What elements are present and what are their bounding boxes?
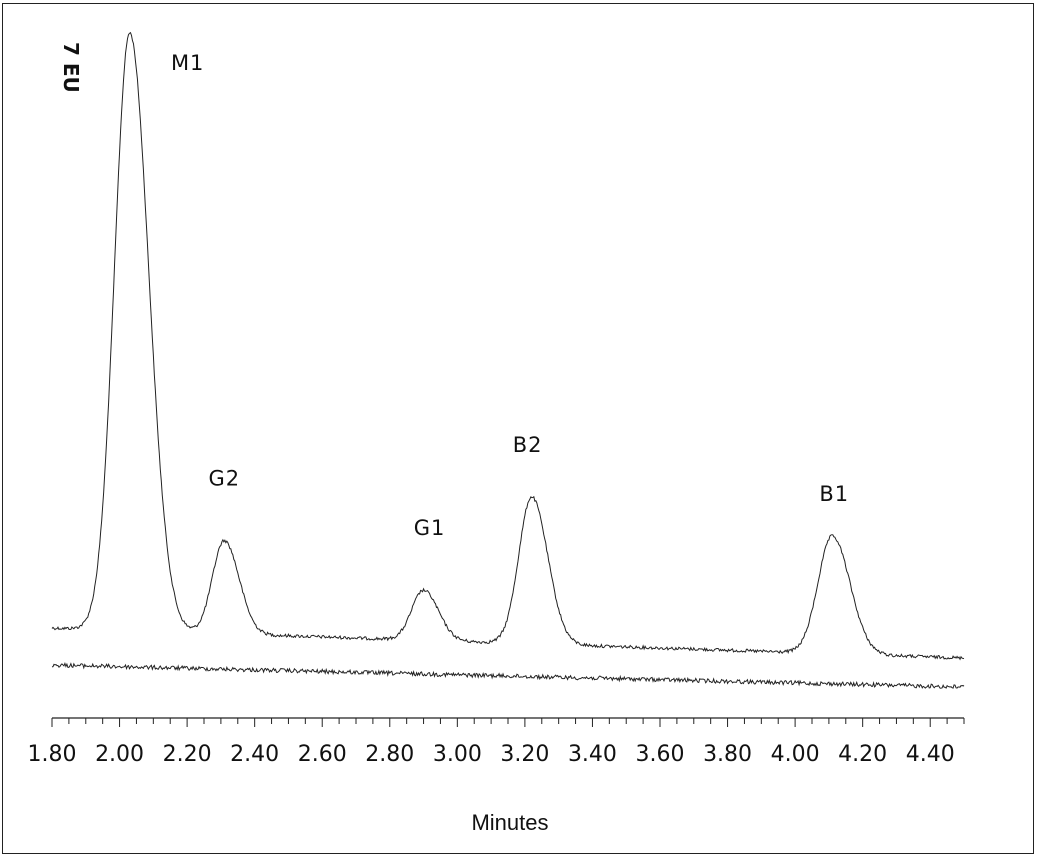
x-tick-label: 3.20 (500, 742, 549, 767)
series-line-sample (51, 31, 965, 661)
peak-label-g1: G1 (414, 516, 446, 540)
x-tick-label: 3.00 (433, 742, 482, 767)
x-tick-label: 2.40 (230, 742, 279, 767)
y-unit-label: 7 EU (59, 42, 83, 93)
peak-labels: M1 G2 G1 B2 B1 (171, 51, 849, 540)
x-tick-label: 3.40 (568, 742, 617, 767)
peak-label-g2: G2 (208, 467, 240, 491)
x-tick-label: 2.80 (365, 742, 414, 767)
x-tick-label: 3.80 (703, 742, 752, 767)
x-tick-label: 4.40 (906, 742, 955, 767)
x-tick-label: 2.20 (163, 742, 212, 767)
x-tick-label: 2.60 (298, 742, 347, 767)
x-tick-label: 1.80 (28, 742, 77, 767)
peak-label-b1: B1 (819, 482, 849, 506)
traces-group (51, 31, 965, 689)
peak-label-m1: M1 (171, 51, 204, 75)
x-tick-label: 4.20 (838, 742, 887, 767)
x-tick-label: 3.60 (636, 742, 685, 767)
series-line-blank (51, 661, 965, 689)
x-axis: 1.80 2.00 2.20 2.40 2.60 2.80 3.00 3.20 3.40 3.60… (28, 717, 965, 767)
x-axis-title: Minutes (471, 810, 548, 835)
x-tick-label: 2.00 (95, 742, 144, 767)
chart-frame (2, 3, 1034, 854)
x-tick-label: 4.00 (771, 742, 820, 767)
peak-label-b2: B2 (513, 433, 543, 457)
